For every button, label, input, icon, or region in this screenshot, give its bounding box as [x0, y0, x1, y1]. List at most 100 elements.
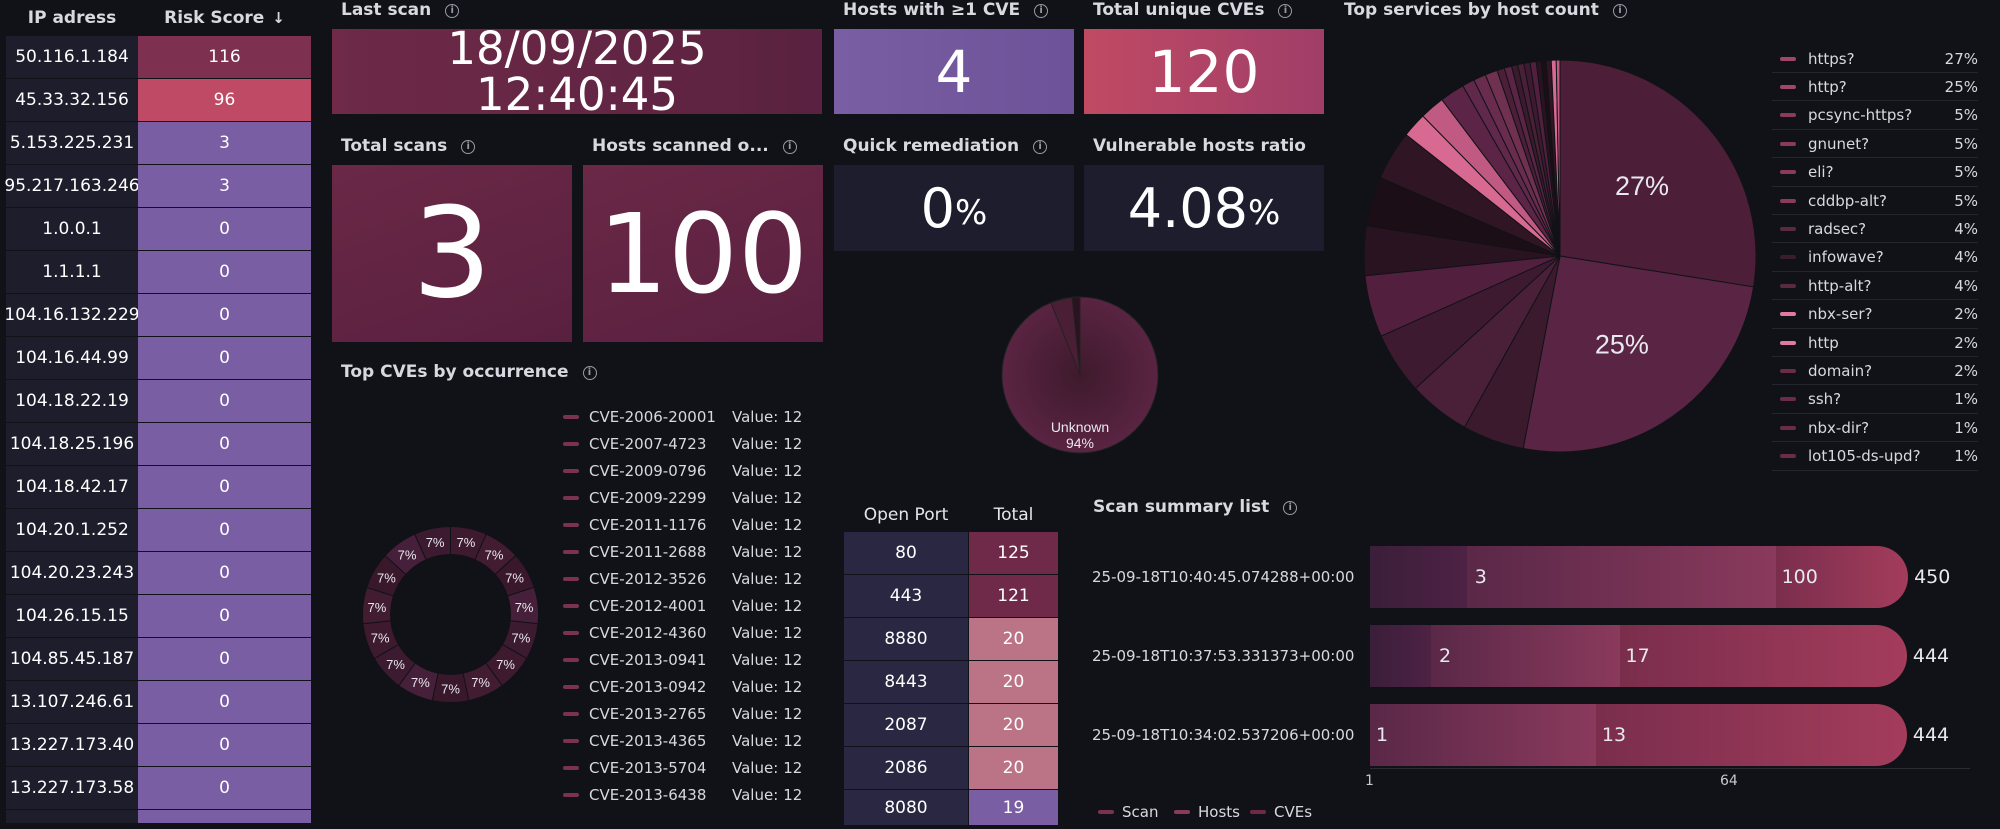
table-row[interactable]: 95.217.163.246 3: [4, 165, 311, 208]
port-total-cell: 19: [969, 790, 1058, 825]
table-row[interactable]: 8080 19: [844, 790, 1058, 829]
scan-legend-item[interactable]: CVEs: [1250, 803, 1312, 821]
service-legend-item[interactable]: pcsync-https? 5%: [1772, 102, 1978, 130]
service-legend-item[interactable]: lot105-ds-upd? 1%: [1772, 443, 1978, 471]
service-legend-item[interactable]: ssh? 1%: [1772, 386, 1978, 414]
port-cell: 8880: [844, 618, 968, 660]
scan-legend-item[interactable]: Hosts: [1174, 803, 1240, 821]
service-legend-item[interactable]: eli? 5%: [1772, 159, 1978, 187]
total-column-header[interactable]: Total: [993, 505, 1034, 525]
scan-bar[interactable]: [1370, 546, 1467, 608]
cve-legend-item[interactable]: CVE-2013-4365 Value: 12: [563, 727, 802, 754]
cve-legend-item[interactable]: CVE-2007-4723 Value: 12: [563, 430, 802, 457]
service-legend-item[interactable]: infowave? 4%: [1772, 244, 1978, 272]
table-row[interactable]: 45.33.32.156 96: [6, 79, 311, 122]
quick-remediation-unit: %: [955, 193, 988, 233]
info-icon[interactable]: i: [1283, 501, 1298, 515]
hosts-bar[interactable]: [1466, 546, 1776, 608]
cve-legend-item[interactable]: CVE-2009-2299 Value: 12: [563, 484, 802, 511]
table-row[interactable]: 443 121: [844, 575, 1058, 618]
info-icon[interactable]: i: [1033, 140, 1048, 154]
table-row[interactable]: 8880 20: [844, 618, 1058, 661]
service-legend-item[interactable]: nbx-ser? 2%: [1772, 301, 1978, 329]
cve-legend-item[interactable]: CVE-2009-0796 Value: 12: [563, 457, 802, 484]
info-icon[interactable]: i: [445, 4, 460, 18]
table-row[interactable]: 80 125: [844, 532, 1058, 575]
table-row[interactable]: 13.227.173.58 0: [6, 767, 311, 810]
cve-legend-item[interactable]: CVE-2013-6438 Value: 12: [563, 781, 802, 808]
cves-bar[interactable]: [1595, 704, 1907, 766]
cves-bar[interactable]: [1619, 625, 1907, 687]
pie-slice[interactable]: [1559, 59, 1757, 288]
table-row[interactable]: 104.26.15.15 0: [6, 595, 311, 638]
table-row[interactable]: 104.18.22.19 0: [6, 380, 311, 423]
info-icon[interactable]: i: [461, 140, 476, 154]
info-icon[interactable]: i: [582, 366, 597, 380]
vuln-ratio-value: 4.08: [1127, 176, 1248, 240]
port-total-cell: 20: [969, 704, 1058, 746]
table-row[interactable]: 13.227.173.40 0: [6, 724, 311, 767]
info-icon[interactable]: i: [1034, 4, 1049, 18]
pie-slice[interactable]: [1555, 59, 1561, 257]
service-legend-item[interactable]: radsec? 4%: [1772, 215, 1978, 244]
service-legend-item[interactable]: nbx-dir? 1%: [1772, 414, 1978, 443]
table-row[interactable]: 2087 20: [844, 704, 1058, 747]
table-row[interactable]: 104.20.1.252 0: [6, 509, 311, 552]
risk-score-cell: 0: [138, 337, 311, 379]
cve-legend-item[interactable]: CVE-2013-2765 Value: 12: [563, 700, 802, 727]
table-row[interactable]: 2086 20: [844, 747, 1058, 790]
open-port-column-header[interactable]: Open Port: [863, 505, 949, 525]
cves-bar[interactable]: [1775, 546, 1909, 608]
table-row[interactable]: 5.153.225.231 3: [6, 122, 311, 165]
cve-legend-item[interactable]: CVE-2012-4001 Value: 12: [563, 592, 802, 619]
donut-slice[interactable]: [414, 525, 451, 561]
ip-cell: 104.20.23.243: [6, 552, 138, 594]
info-icon[interactable]: i: [1612, 4, 1627, 18]
cve-legend-item[interactable]: CVE-2012-3526 Value: 12: [563, 565, 802, 592]
cve-legend-item[interactable]: CVE-2011-2688 Value: 12: [563, 538, 802, 565]
table-row[interactable]: 104.85.45.187 0: [6, 638, 311, 681]
scan-bar-value: 1: [1376, 724, 1389, 746]
cve-legend-item[interactable]: CVE-2006-20001 Value: 12: [563, 403, 802, 430]
service-legend-item[interactable]: http 2%: [1772, 329, 1978, 357]
service-legend-item[interactable]: https? 27%: [1772, 45, 1978, 73]
ip-column-header[interactable]: IP adress: [27, 7, 117, 28]
cve-value: 12: [783, 704, 803, 723]
total-scans-stat: 3: [332, 165, 572, 342]
table-row[interactable]: 104.16.132.229 0: [4, 294, 311, 337]
risk-score-column-header[interactable]: Risk Score ↓: [138, 0, 311, 35]
table-row[interactable]: 8443 20: [844, 661, 1058, 704]
scan-legend-label: Hosts: [1198, 803, 1240, 821]
cve-legend-item[interactable]: CVE-2013-0941 Value: 12: [563, 646, 802, 673]
scan-bar[interactable]: [1370, 625, 1432, 687]
info-icon[interactable]: i: [782, 140, 797, 154]
risk-score-cell: 0: [138, 724, 311, 766]
scan-legend-item[interactable]: Scan: [1098, 803, 1158, 821]
hosts-bar[interactable]: [1431, 625, 1620, 687]
info-icon[interactable]: i: [1278, 4, 1293, 18]
hosts-scanned-title: Hosts scanned o... i: [592, 136, 797, 156]
table-row[interactable]: 13.107.246.61 0: [6, 681, 311, 724]
service-legend-item[interactable]: gnunet? 5%: [1772, 130, 1978, 159]
table-row[interactable]: 50.116.1.184 116: [6, 36, 311, 79]
table-row[interactable]: 104.16.44.99 0: [6, 337, 311, 380]
pie-slice-small[interactable]: [1071, 296, 1081, 376]
table-row[interactable]: 1.0.0.1 0: [6, 208, 311, 251]
table-row[interactable]: [6, 810, 311, 829]
table-row[interactable]: 104.20.23.243 0: [6, 552, 311, 595]
port-cell: 8443: [844, 661, 968, 703]
pie-slice[interactable]: [1522, 255, 1755, 453]
cve-legend-item[interactable]: CVE-2013-0942 Value: 12: [563, 673, 802, 700]
cve-legend-item[interactable]: CVE-2011-1176 Value: 12: [563, 511, 802, 538]
table-row[interactable]: 1.1.1.1 0: [6, 251, 311, 294]
cve-legend-item[interactable]: CVE-2012-4360 Value: 12: [563, 619, 802, 646]
service-legend-item[interactable]: http? 25%: [1772, 73, 1978, 102]
service-legend-item[interactable]: domain? 2%: [1772, 357, 1978, 386]
service-legend-item[interactable]: cddbp-alt? 5%: [1772, 187, 1978, 215]
table-row[interactable]: 104.18.42.17 0: [6, 466, 311, 509]
service-legend-item[interactable]: http-alt? 4%: [1772, 272, 1978, 301]
table-row[interactable]: 104.18.25.196 0: [6, 423, 311, 466]
hosts-bar[interactable]: [1370, 704, 1596, 766]
cve-name: CVE-2012-3526: [589, 569, 707, 588]
cve-legend-item[interactable]: CVE-2013-5704 Value: 12: [563, 754, 802, 781]
